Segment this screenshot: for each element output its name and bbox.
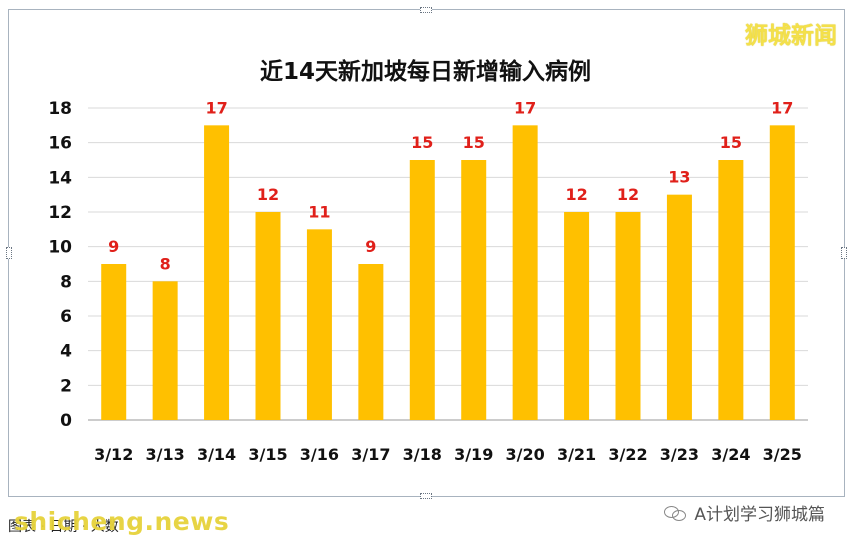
- x-tick-label: 3/25: [763, 445, 802, 464]
- y-tick-label: 6: [60, 307, 72, 327]
- data-label: 12: [257, 185, 279, 204]
- watermark-top: 狮城新闻: [745, 23, 837, 49]
- data-label: 17: [205, 98, 227, 117]
- bar: [615, 212, 641, 420]
- bar: [666, 194, 692, 420]
- data-label: 9: [365, 237, 376, 256]
- y-tick-label: 2: [60, 376, 72, 396]
- data-label: 12: [617, 185, 639, 204]
- account-name: A计划学习狮城篇: [694, 505, 825, 525]
- bar: [306, 229, 332, 420]
- x-tick-label: 3/21: [557, 445, 596, 464]
- x-tick-label: 3/12: [94, 445, 133, 464]
- footer-left-text: 图表 · 日期 · 人数: [8, 519, 119, 535]
- data-label: 15: [720, 133, 742, 152]
- y-tick-label: 0: [60, 411, 72, 431]
- x-tick-label: 3/14: [197, 445, 236, 464]
- x-tick-label: 3/20: [506, 445, 545, 464]
- y-tick-label: 10: [48, 238, 72, 258]
- x-tick-label: 3/16: [300, 445, 339, 464]
- chart-title: 近14天新加坡每日新增输入病例: [259, 59, 591, 85]
- x-tick-label: 3/22: [608, 445, 647, 464]
- bar: [461, 160, 487, 420]
- y-tick-label: 18: [48, 99, 72, 119]
- bar: [204, 125, 230, 420]
- bar: [564, 212, 590, 420]
- bottom-resize-handle[interactable]: [420, 493, 432, 499]
- bar: [358, 264, 384, 420]
- top-resize-handle[interactable]: [420, 7, 432, 13]
- data-label: 12: [565, 185, 587, 204]
- x-tick-label: 3/13: [146, 445, 185, 464]
- footer-site-watermark: shicheng.news: [14, 507, 230, 536]
- bar: [512, 125, 538, 420]
- data-label: 9: [108, 237, 119, 256]
- x-tick-label: 3/15: [248, 445, 287, 464]
- right-resize-handle[interactable]: [841, 247, 847, 259]
- x-tick-label: 3/17: [351, 445, 390, 464]
- y-tick-label: 14: [48, 168, 72, 188]
- y-tick-label: 4: [60, 342, 72, 362]
- bar: [718, 160, 744, 420]
- bar: [152, 281, 178, 420]
- data-label: 8: [160, 254, 171, 273]
- left-resize-handle[interactable]: [6, 247, 12, 259]
- data-label: 17: [771, 98, 793, 117]
- wechat-icon: [664, 504, 688, 522]
- x-tick-label: 3/23: [660, 445, 699, 464]
- data-label: 15: [463, 133, 485, 152]
- y-tick-label: 12: [48, 203, 72, 223]
- bar: [409, 160, 435, 420]
- footer-account: A计划学习狮城篇: [664, 500, 825, 525]
- y-tick-label: 16: [48, 134, 72, 154]
- x-tick-label: 3/24: [711, 445, 750, 464]
- y-tick-label: 8: [60, 272, 72, 292]
- x-tick-label: 3/19: [454, 445, 493, 464]
- x-tick-label: 3/18: [403, 445, 442, 464]
- data-label: 11: [308, 202, 330, 221]
- data-label: 15: [411, 133, 433, 152]
- bar: [769, 125, 795, 420]
- data-label: 13: [668, 168, 690, 187]
- bar: [101, 264, 127, 420]
- data-label: 17: [514, 98, 536, 117]
- bar: [255, 212, 281, 420]
